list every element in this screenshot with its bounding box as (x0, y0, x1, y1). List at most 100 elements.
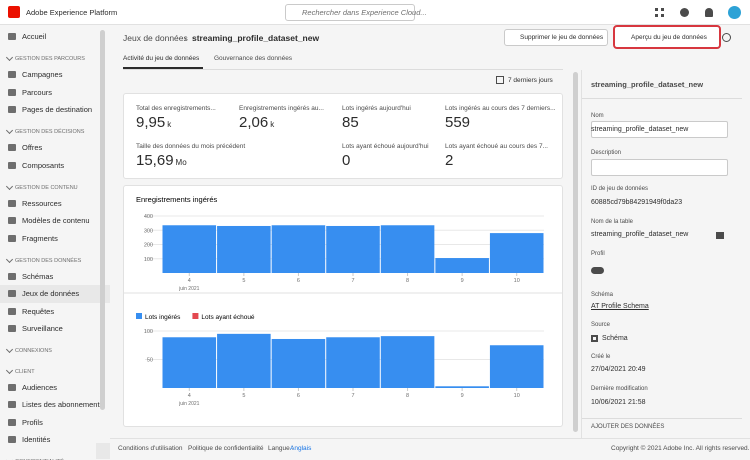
apps-icon[interactable] (655, 8, 664, 17)
detail-add-data: AJOUTER DES DONNÉES (591, 424, 665, 430)
x-tick-label: 9 (461, 278, 464, 284)
footer-text: Langue : (268, 445, 294, 452)
x-date-label: juin 2021 (178, 401, 200, 407)
bar (435, 386, 489, 388)
detail-name-value: streaming_profile_dataset_new (591, 126, 689, 133)
tab[interactable]: Gouvernance des données (214, 55, 293, 62)
nav-section[interactable]: GESTION DES DÉCISIONS (0, 119, 110, 140)
metric-value: 559 (445, 114, 471, 131)
y-tick-label: 50 (147, 358, 153, 364)
preview-button[interactable] (613, 25, 721, 49)
nav-item[interactable]: Schémas (0, 268, 110, 286)
bar (162, 225, 217, 273)
y-tick-label: 400 (144, 214, 153, 220)
bar (271, 338, 326, 388)
bar (380, 336, 435, 388)
delete-button[interactable] (504, 29, 608, 46)
source-icon (591, 335, 598, 342)
metric-value: 9,95 (136, 114, 166, 131)
period-picker[interactable]: 7 derniers jours (508, 77, 553, 84)
product-name[interactable]: Adobe Experience Platform (26, 8, 118, 17)
x-date-label: juin 2021 (178, 286, 200, 292)
x-tick-label: 4 (188, 278, 191, 284)
detail-schema-value[interactable]: AT Profile Schema (591, 303, 649, 310)
bar (217, 333, 271, 388)
detail-name-label: Nom (591, 113, 604, 119)
legend-swatch (192, 313, 199, 319)
legend-swatch (136, 313, 142, 319)
x-tick-label: 5 (242, 278, 245, 284)
logo[interactable] (8, 6, 20, 18)
nav-item[interactable]: Accueil (0, 28, 110, 46)
nav-collapse[interactable] (96, 443, 110, 459)
nav-item[interactable]: Campagnes (0, 66, 110, 84)
detail-profile-label: Profil (591, 251, 605, 257)
nav-section[interactable]: GESTION DES DONNÉES (0, 247, 110, 268)
detail-description-label: Description (591, 150, 622, 156)
detail-table-label: Nom de la table (591, 219, 634, 225)
copy-icon[interactable] (716, 232, 724, 239)
nav-item[interactable]: Identités (0, 431, 110, 449)
bar (380, 225, 435, 273)
info-icon[interactable] (722, 33, 731, 42)
detail-source-label: Source (591, 322, 611, 328)
metric-unit: Mo (175, 158, 187, 167)
nav-section[interactable]: CLIENT (0, 358, 110, 379)
nav-item[interactable]: Requêtes (0, 303, 110, 321)
y-tick-label: 300 (144, 228, 153, 234)
nav-item[interactable]: Parcours (0, 84, 110, 102)
x-tick-label: 7 (351, 393, 354, 399)
metric-label: Lots ayant échoué aujourd'hui (342, 143, 429, 150)
metric-label: Enregistrements ingérés au... (239, 105, 324, 112)
nav-item[interactable]: Listes des abonnements (0, 396, 110, 414)
detail-id-value: 60885cd79b84291949f0da23 (591, 199, 683, 206)
footer-link[interactable]: Politique de confidentialité (188, 445, 264, 452)
nav-item[interactable]: Audiences (0, 379, 110, 397)
footer-language[interactable]: Anglais (290, 445, 312, 452)
name-input[interactable] (591, 121, 728, 138)
chart-title: Enregistrements ingérés (136, 195, 218, 204)
metric-label: Total des enregistrements... (136, 105, 216, 112)
nav-item[interactable]: Offres (0, 139, 110, 157)
x-tick-label: 9 (461, 393, 464, 399)
y-tick-label: 100 (144, 329, 153, 335)
metric-unit: k (167, 120, 172, 129)
avatar[interactable] (728, 6, 741, 19)
bar (489, 345, 544, 388)
nav-item[interactable]: Ressources (0, 195, 110, 213)
details-divider (582, 418, 742, 419)
help-icon[interactable] (680, 8, 689, 17)
detail-schema-label: Schéma (591, 292, 614, 298)
nav-item[interactable]: Jeux de données (0, 285, 110, 303)
detail-title: streaming_profile_dataset_new (591, 80, 704, 89)
notifications-icon[interactable] (705, 8, 713, 17)
breadcrumb[interactable]: Jeux de données (123, 33, 188, 43)
nav-item[interactable]: Fragments (0, 230, 110, 248)
nav-section[interactable]: CONNEXIONS (0, 338, 110, 359)
metric-unit: k (270, 120, 275, 129)
bar (162, 337, 217, 388)
detail-created-label: Créé le (591, 354, 611, 360)
nav-item[interactable]: Surveillance (0, 320, 110, 338)
legend-label: Lots ayant échoué (201, 314, 255, 321)
x-tick-label: 8 (406, 393, 409, 399)
nav-item[interactable]: Composants (0, 157, 110, 175)
delete-label: Supprimer le jeu de données (520, 34, 604, 41)
description-input[interactable] (591, 159, 728, 176)
bar (326, 337, 380, 388)
detail-modified-value: 10/06/2021 21:58 (591, 399, 646, 406)
nav-item[interactable]: Profils (0, 414, 110, 432)
legend-label: Lots ingérés (145, 314, 181, 321)
footer-link[interactable]: Conditions d'utilisation (118, 445, 183, 452)
nav-section[interactable]: GESTION DE CONTENU (0, 174, 110, 195)
profile-toggle[interactable] (591, 267, 604, 274)
nav-item[interactable]: Modèles de contenu (0, 212, 110, 230)
tab[interactable]: Activité du jeu de données (123, 55, 200, 62)
x-tick-label: 10 (514, 393, 520, 399)
x-tick-label: 6 (297, 393, 300, 399)
metric-value: 0 (342, 152, 351, 169)
y-tick-label: 200 (144, 243, 153, 249)
search-box[interactable] (285, 4, 415, 21)
nav-item[interactable]: Pages de destination (0, 101, 110, 119)
nav-section[interactable]: GESTION DES PARCOURS (0, 46, 110, 67)
